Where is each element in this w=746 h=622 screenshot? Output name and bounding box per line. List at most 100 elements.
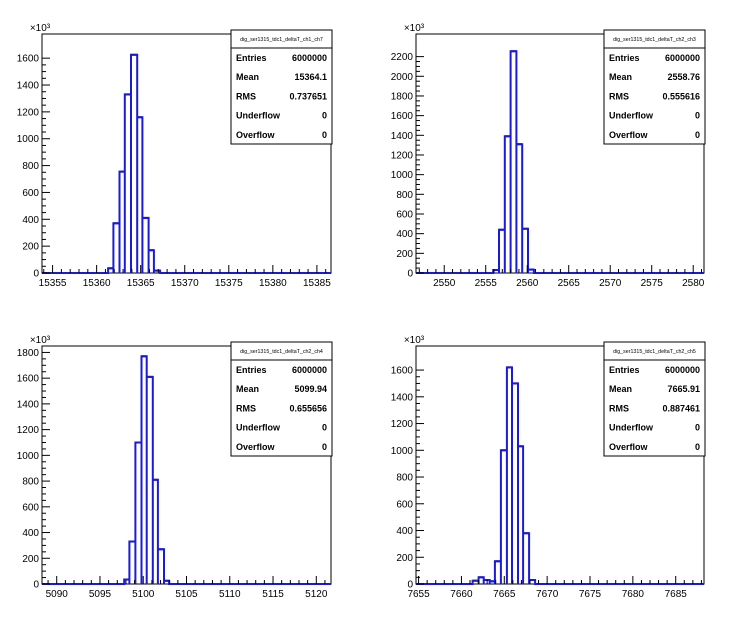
x-tick-label: 15355 — [39, 278, 67, 289]
stats-row-label: Mean — [609, 384, 632, 394]
y-tick-label: 1600 — [17, 54, 40, 65]
x-tick-label: 5120 — [305, 589, 328, 600]
x-tick-label: 15385 — [303, 278, 331, 289]
stats-row-label: Underflow — [609, 423, 654, 433]
y-tick-label: 0 — [407, 269, 413, 280]
stats-box-frame — [230, 29, 333, 145]
stats-box-title: dig_ser1315_tdc1_deltaT_ch2_ch4 — [240, 349, 323, 355]
x-tick-label: 7685 — [665, 589, 688, 600]
x-tick-label: 5095 — [89, 589, 112, 600]
stats-row-value: 6000000 — [665, 365, 700, 375]
histogram-panel-3: 0 200 400 600 800 1000 1200 1400 1600 1800 5090 509… — [17, 335, 333, 600]
stats-row-label: Underflow — [236, 111, 281, 121]
y-tick-label: 200 — [22, 242, 39, 253]
y-multiplier-label: ×10³ — [404, 335, 425, 346]
y-tick-label: 200 — [396, 553, 413, 564]
x-tick-label: 5105 — [175, 589, 198, 600]
y-tick-label: 400 — [396, 526, 413, 537]
y-tick-label: 1600 — [17, 374, 40, 385]
y-tick-label: 400 — [22, 528, 39, 539]
y-tick-label: 1200 — [17, 425, 40, 436]
y-tick-label: 0 — [33, 269, 39, 280]
y-tick-label: 1400 — [391, 392, 414, 403]
stats-row-value: 0 — [695, 130, 700, 140]
y-tick-label: 1200 — [17, 107, 40, 118]
y-tick-label: 1400 — [17, 81, 40, 92]
stats-row-value: 7665.91 — [667, 384, 700, 394]
stats-box-frame — [603, 341, 706, 457]
y-tick-label: 600 — [22, 188, 39, 199]
x-tick-label: 15365 — [127, 278, 155, 289]
y-tick-label: 600 — [396, 209, 413, 220]
x-tick-label: 7680 — [622, 589, 645, 600]
x-tick-label: 15360 — [83, 278, 111, 289]
stats-row-label: RMS — [609, 91, 629, 101]
y-multiplier-label: ×10³ — [30, 335, 51, 346]
x-tick-label: 7675 — [579, 589, 602, 600]
y-multiplier-label: ×10³ — [404, 23, 425, 34]
stats-row-label: RMS — [236, 91, 256, 101]
x-tick-label: 5100 — [132, 589, 155, 600]
stats-row-label: Entries — [236, 365, 267, 375]
stats-box: dig_ser1315_tdc1_deltaT_ch2_ch3 Entries 60… — [603, 29, 706, 145]
x-tick-label: 15375 — [215, 278, 243, 289]
stats-row-value: 0 — [322, 111, 327, 121]
x-tick-label: 2560 — [516, 278, 539, 289]
stats-row-value: 6000000 — [665, 53, 700, 63]
x-tick-label: 7670 — [536, 589, 559, 600]
histogram-panel-2: 0 200 400 600 800 1000 1200 1400 1600 1800 2000 220… — [391, 23, 706, 289]
stats-row-value: 0 — [322, 442, 327, 452]
stats-box: dig_ser1315_tdc1_deltaT_ch2_ch4 Entries 60… — [230, 341, 333, 457]
stats-row-value: 6000000 — [292, 53, 327, 63]
y-tick-label: 0 — [407, 580, 413, 591]
stats-row-value: 0.555616 — [662, 91, 700, 101]
x-tick-label: 7665 — [493, 589, 516, 600]
histogram-panel-1: 0 200 400 600 800 1000 1200 1400 1600 15355 15360 1… — [17, 23, 333, 289]
stats-row-label: Overflow — [236, 130, 276, 140]
stats-row-value: 2558.76 — [667, 72, 700, 82]
x-tick-label: 7660 — [450, 589, 473, 600]
stats-row-value: 0 — [322, 423, 327, 433]
stats-box: dig_ser1315_tdc1_deltaT_ch1_ch7 Entries 60… — [230, 29, 333, 145]
stats-row-value: 0 — [695, 423, 700, 433]
stats-row-value: 0.737651 — [289, 91, 327, 101]
stats-row-label: Overflow — [609, 442, 649, 452]
stats-row-label: Underflow — [609, 111, 654, 121]
stats-row-value: 0 — [695, 442, 700, 452]
stats-row-label: Overflow — [609, 130, 649, 140]
stats-row-label: Entries — [609, 53, 640, 63]
stats-box-frame — [603, 29, 706, 145]
y-tick-label: 1200 — [391, 419, 414, 430]
y-tick-label: 1000 — [17, 451, 40, 462]
stats-row-value: 0.887461 — [662, 403, 700, 413]
y-tick-label: 1800 — [391, 91, 414, 102]
stats-row-label: Mean — [609, 72, 632, 82]
stats-row-value: 0 — [322, 130, 327, 140]
y-tick-label: 800 — [22, 161, 39, 172]
stats-row-value: 6000000 — [292, 365, 327, 375]
y-tick-label: 1000 — [17, 134, 40, 145]
stats-row-label: Mean — [236, 384, 259, 394]
y-tick-label: 0 — [33, 580, 39, 591]
stats-box-title: dig_ser1315_tdc1_deltaT_ch1_ch7 — [240, 37, 323, 43]
stats-row-label: RMS — [236, 403, 256, 413]
y-tick-label: 1800 — [17, 348, 40, 359]
x-tick-label: 5115 — [262, 589, 284, 600]
stats-row-label: Mean — [236, 72, 259, 82]
x-tick-label: 2575 — [641, 278, 664, 289]
stats-row-value: 0 — [695, 111, 700, 121]
stats-row-label: RMS — [609, 403, 629, 413]
x-tick-label: 2565 — [558, 278, 581, 289]
y-tick-label: 1200 — [391, 150, 414, 161]
stats-box-title: dig_ser1315_tdc1_deltaT_ch2_ch3 — [613, 37, 696, 43]
y-tick-label: 800 — [396, 190, 413, 201]
y-tick-label: 400 — [22, 215, 39, 226]
histogram-outline — [42, 355, 331, 585]
y-tick-label: 600 — [22, 502, 39, 513]
y-tick-label: 1400 — [391, 131, 414, 142]
stats-row-label: Underflow — [236, 423, 281, 433]
stats-row-value: 0.655656 — [289, 403, 327, 413]
y-tick-label: 200 — [22, 554, 39, 565]
stats-box: dig_ser1315_tdc1_deltaT_ch2_ch5 Entries 60… — [603, 341, 706, 457]
